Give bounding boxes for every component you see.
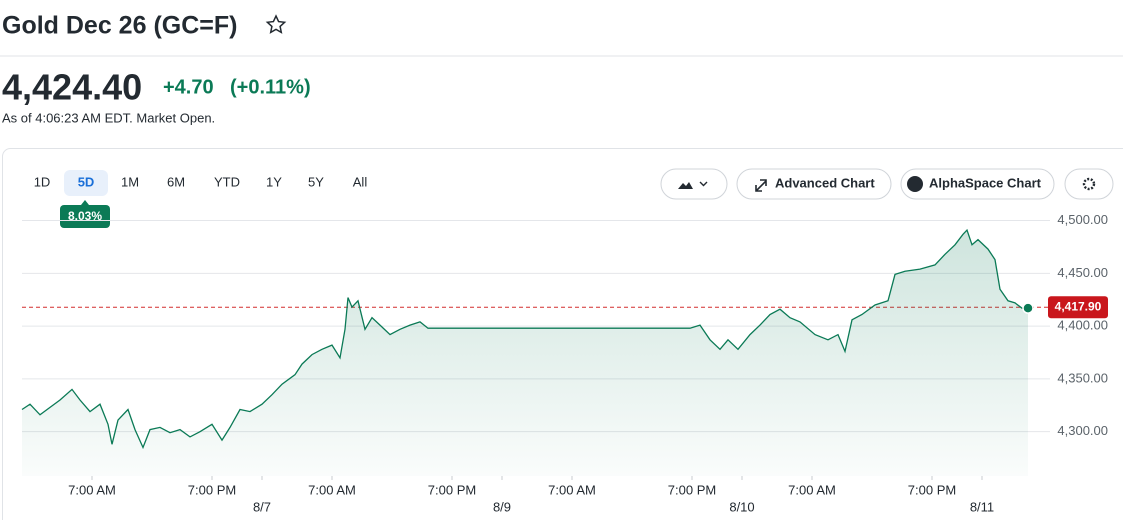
last-point [1023, 303, 1033, 313]
range-button[interactable]: 5D [78, 174, 95, 189]
range-button[interactable]: 6M [167, 174, 185, 189]
x-tick-label: 7:00 PM [428, 482, 476, 497]
x-tick-label: 7:00 PM [908, 482, 956, 497]
badge-pointer [81, 200, 89, 205]
range-button[interactable]: YTD [214, 174, 240, 189]
y-tick-label: 4,350.00 [1057, 370, 1108, 385]
alphaspace-label: AlphaSpace Chart [929, 175, 1042, 190]
range-button[interactable]: 1D [34, 174, 51, 189]
x-tick-label: 8/11 [970, 499, 994, 514]
change-pct: (+0.11%) [230, 76, 311, 98]
range-button[interactable]: 1Y [266, 174, 282, 189]
plot: 4,300.00 4,350.00 4,400.00 4,450.00 4,500.00… [22, 212, 1108, 514]
area [22, 230, 1028, 476]
x-tick-label: 7:00 AM [308, 482, 356, 497]
x-tick-label: 8/7 [253, 499, 271, 514]
price: 4,424.40 [2, 67, 142, 108]
period-change: 8.03% [68, 209, 102, 223]
timestamp: As of 4:06:23 AM EDT. Market Open. [2, 110, 215, 125]
y-tick-label: 4,500.00 [1057, 212, 1108, 227]
prev-close-label: 4,417.90 [1055, 299, 1102, 313]
x-tick-label: 7:00 PM [668, 482, 716, 497]
range-button[interactable]: 1M [121, 174, 139, 189]
range-button[interactable]: 5Y [308, 174, 324, 189]
toolbar: 1D 5D 1M 6M YTD 1Y 5Y All 8.03% [34, 170, 368, 228]
x-tick-label: 7:00 PM [188, 482, 236, 497]
settings-button[interactable] [1065, 169, 1113, 199]
alphaspace-icon [907, 176, 923, 192]
x-tick-label: 7:00 AM [788, 482, 836, 497]
chart-type-button[interactable] [661, 169, 727, 199]
advanced-chart-label: Advanced Chart [775, 175, 875, 190]
x-tick-label: 7:00 AM [548, 482, 596, 497]
change: +4.70 [163, 76, 214, 98]
y-tick-label: 4,400.00 [1057, 318, 1108, 333]
y-tick-label: 4,300.00 [1057, 423, 1108, 438]
watchlist-star[interactable] [267, 16, 284, 32]
x-tick-label: 7:00 AM [68, 482, 116, 497]
range-button[interactable]: All [353, 174, 368, 189]
y-tick-label: 4,450.00 [1057, 265, 1108, 280]
title: Gold Dec 26 (GC=F) [2, 12, 237, 40]
x-tick-label: 8/9 [493, 499, 511, 514]
x-tick-label: 8/10 [729, 499, 754, 514]
